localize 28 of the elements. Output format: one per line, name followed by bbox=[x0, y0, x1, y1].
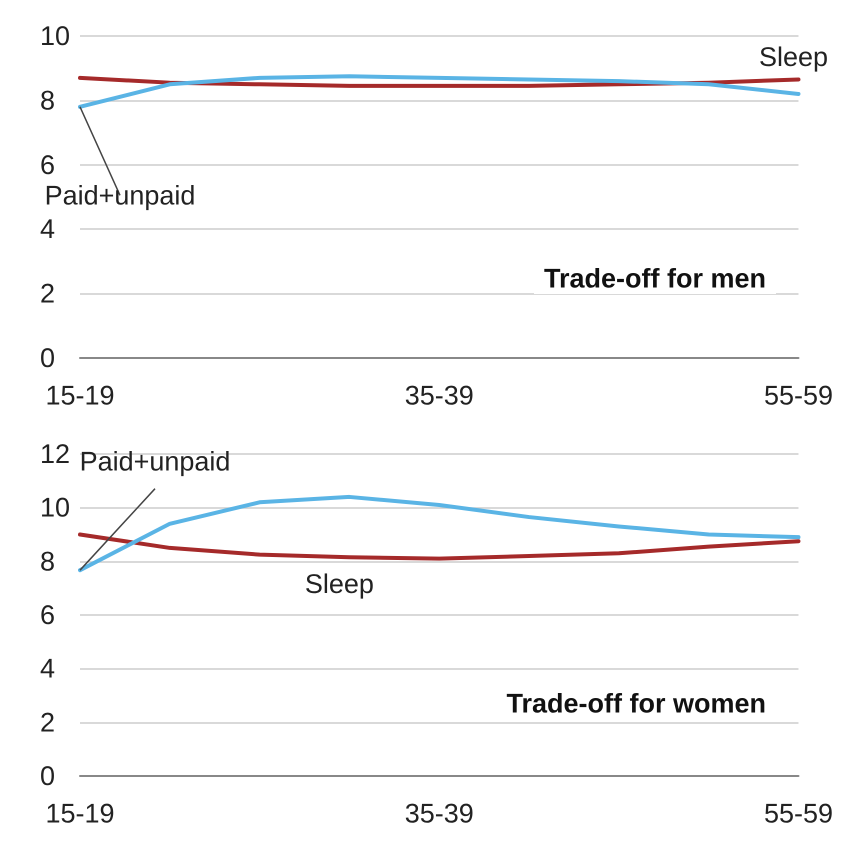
x-tick-label: 35-39 bbox=[404, 380, 474, 410]
y-tick-label: 6 bbox=[40, 600, 56, 630]
series-label: Sleep bbox=[758, 42, 828, 72]
y-tick-label: 4 bbox=[40, 654, 56, 684]
x-tick-label: 55-59 bbox=[764, 380, 834, 410]
line-series bbox=[78, 532, 800, 561]
text: Paid+unpaid bbox=[44, 180, 196, 210]
line-series bbox=[78, 494, 800, 572]
series-label: Sleep bbox=[304, 568, 374, 599]
y-tick-label: 10 bbox=[40, 492, 70, 523]
y-tick-label: 12 bbox=[40, 439, 70, 469]
y-tick-label: 10 bbox=[40, 21, 70, 51]
text: Trade-off for women bbox=[506, 688, 766, 718]
y-tick-label: 2 bbox=[40, 278, 56, 309]
line-series bbox=[78, 74, 800, 109]
series-label: Paid+unpaid bbox=[80, 446, 230, 477]
y-tick-label: 6 bbox=[40, 150, 56, 180]
x-tick-label: 15-19 bbox=[45, 798, 115, 828]
y-tick-label: 8 bbox=[40, 85, 56, 116]
x-tick-label: 15-19 bbox=[45, 380, 115, 410]
x-tick-label: 35-39 bbox=[404, 798, 474, 828]
y-tick-label: 4 bbox=[40, 214, 56, 244]
y-tick-label: 2 bbox=[40, 707, 56, 738]
y-tick-label: 0 bbox=[40, 761, 56, 791]
text: Trade-off for men bbox=[544, 264, 766, 294]
y-tick-label: 0 bbox=[40, 343, 56, 373]
y-tick-label: 8 bbox=[40, 546, 56, 576]
x-tick-label: 55-59 bbox=[764, 798, 834, 828]
